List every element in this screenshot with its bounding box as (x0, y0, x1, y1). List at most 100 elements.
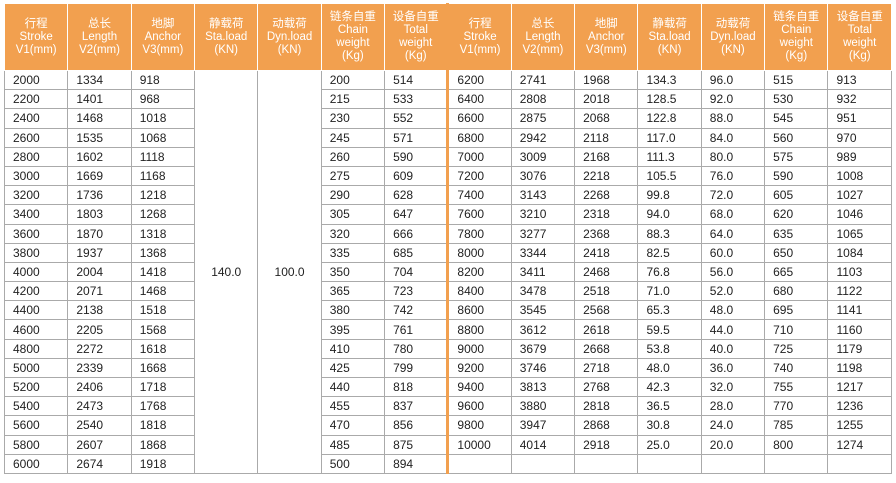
cell: 1568 (130, 319, 196, 340)
table-row: 5200 2406 1718 440 818 9400 3813 2768 42.3 32.0 75… (3, 376, 892, 398)
cell: 647 (384, 204, 450, 225)
header-row: 行程 Stroke V1(mm) 总长 Length V2(mm) 地脚 Anchor V3(m… (3, 3, 892, 71)
cell: 571 (384, 127, 450, 148)
header-cell: 动载荷 Dyn.load (KN) (257, 3, 322, 71)
cell: 94.0 (637, 204, 702, 225)
header-line: (KN) (277, 43, 302, 56)
header-line: Sta.load (648, 30, 691, 43)
cell: 2138 (67, 300, 132, 321)
header-line: (KN) (721, 43, 745, 56)
cell: 545 (764, 108, 829, 129)
header-line: (Kg) (785, 50, 808, 62)
cell: 3009 (510, 146, 576, 167)
header-line: weight (843, 37, 877, 49)
table-row: 3200 1736 1218 290 628 7400 3143 2268 99.8 72.0 60… (3, 185, 892, 206)
cell: 260 (320, 146, 386, 167)
header-line: weight (336, 37, 370, 49)
cell: 5800 (3, 434, 69, 455)
cell: 1065 (827, 223, 892, 244)
cell: 875 (384, 434, 450, 455)
cell: 1401 (67, 89, 132, 110)
cell: 4014 (510, 434, 576, 455)
header-line: 设备自重 (392, 11, 439, 23)
header-line: 总长 (531, 17, 555, 30)
header-cell: 动载荷 Dyn.load (KN) (700, 3, 766, 71)
cell: 799 (384, 357, 450, 379)
cell: 552 (384, 108, 450, 129)
cell: 1141 (827, 300, 892, 321)
header-line: 行程 (24, 17, 48, 30)
cell: 2618 (574, 319, 639, 340)
cell: 609 (384, 165, 450, 187)
table-row: 5800 2607 1868 485 875 10000 4014 2918 25.0 20.0 8… (3, 434, 892, 455)
cell: 635 (764, 223, 829, 244)
cell: 755 (764, 376, 829, 398)
cell: 1118 (130, 146, 196, 167)
cell: 818 (384, 376, 450, 398)
cell: 1236 (827, 396, 892, 417)
cell: 68.0 (700, 204, 766, 225)
cell: 590 (764, 165, 829, 187)
cell: 24.0 (700, 415, 766, 436)
cell: 5600 (3, 415, 69, 436)
cell: 200 (320, 69, 386, 91)
cell: 1468 (67, 108, 132, 129)
cell: 32.0 (700, 376, 766, 398)
header-line: (KN) (657, 43, 682, 56)
cell: 2118 (574, 127, 639, 148)
table-row: 5000 2339 1668 425 799 9200 3746 2718 48.0 36.0 74… (3, 357, 892, 379)
merged-cell: 100.0 (257, 70, 322, 474)
cell: 1818 (130, 415, 196, 436)
cell: 725 (764, 338, 829, 359)
cell: 2368 (574, 223, 639, 244)
table-row: 2200 1401 968 215 533 6400 2808 2018 128.5 92.0 53… (3, 89, 892, 110)
cell: 913 (827, 69, 892, 91)
cell: 2000 (3, 69, 69, 91)
cell: 5200 (3, 376, 69, 398)
cell: 3545 (510, 300, 576, 321)
cell: 3400 (3, 204, 69, 225)
header-line: (KN) (214, 43, 239, 56)
cell: 1668 (130, 357, 196, 379)
header-line: V2(mm) (79, 43, 120, 56)
header-line: Sta.load (205, 30, 248, 43)
cell: 666 (384, 223, 450, 244)
header-line: 链条自重 (773, 11, 820, 23)
cell: 128.5 (637, 89, 702, 110)
empty-cell (637, 453, 702, 474)
header-line: Length (525, 30, 561, 43)
cell: 3679 (510, 338, 576, 359)
cell: 3000 (3, 165, 69, 187)
cell: 40.0 (700, 338, 766, 359)
header-line: Chain (337, 24, 368, 36)
cell: 1274 (827, 434, 892, 455)
cell: 2406 (67, 376, 132, 398)
empty-cell (827, 453, 892, 474)
cell: 1255 (827, 415, 892, 436)
cell: 80.0 (700, 146, 766, 167)
cell: 1217 (827, 376, 892, 398)
cell: 2473 (67, 396, 132, 417)
cell: 2568 (574, 300, 639, 321)
cell: 96.0 (700, 69, 766, 91)
cell: 3800 (3, 242, 69, 263)
cell: 3344 (510, 242, 576, 263)
cell: 1160 (827, 319, 892, 340)
cell: 1669 (67, 165, 132, 187)
cell: 305 (320, 204, 386, 225)
header-line: V1(mm) (15, 43, 57, 56)
header-line: V3(mm) (142, 43, 184, 56)
cell: 560 (764, 127, 829, 148)
cell: 245 (320, 127, 386, 148)
cell: 2942 (510, 127, 576, 148)
cell: 2540 (67, 415, 132, 436)
cell: 1718 (130, 376, 196, 398)
cell: 3746 (510, 357, 576, 379)
cell: 134.3 (637, 69, 702, 91)
cell: 320 (320, 223, 386, 244)
cell: 1046 (827, 204, 892, 225)
cell: 1602 (67, 146, 132, 167)
cell: 704 (384, 261, 450, 283)
cell: 2868 (574, 415, 639, 436)
header-line: V2(mm) (522, 43, 564, 56)
